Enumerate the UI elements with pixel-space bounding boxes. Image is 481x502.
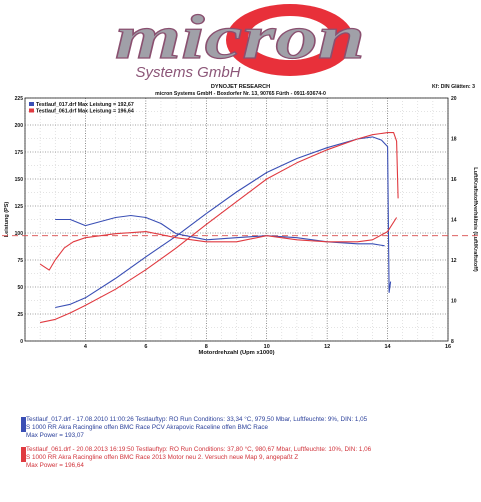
y-left-tick-label: 125: [15, 204, 24, 210]
run-red-max-power: Max Power = 196,64: [26, 462, 84, 469]
y-right-tick-label: 14: [451, 218, 457, 224]
x-axis-label: Motordrehzahl (Upm x1000): [198, 350, 274, 356]
logo-tagline-text: Systems GmbH: [135, 64, 240, 81]
y-left-tick-label: 25: [17, 312, 23, 318]
run-blue-line1: Testlauf_017.drf - 17.08.2010 11:00:26 T…: [26, 416, 368, 423]
run-entry-red: Testlauf_061.drf - 20.08.2013 16:19:50 T…: [21, 446, 476, 470]
y-right-tick-label: 16: [451, 177, 457, 183]
y-left-tick-label: 100: [15, 231, 24, 237]
run-entry-blue: Testlauf_017.drf - 17.08.2010 11:00:26 T…: [21, 416, 476, 440]
legend-swatch: [29, 102, 34, 106]
dyno-header-title: DYNOJET RESEARCH: [210, 84, 271, 90]
x-tick-label: 16: [445, 344, 451, 350]
run-swatch-red: [21, 447, 26, 462]
series-line-power-0: [55, 136, 392, 309]
y-left-tick-label: 200: [15, 123, 24, 129]
plot-frame: [24, 97, 449, 342]
micron-logo: micron Systems GmbH: [114, 3, 365, 81]
series-line-afr-2: [55, 214, 385, 247]
y-axis-left-label: Leistung (PS): [4, 202, 10, 238]
y-right-tick-label: 8: [451, 339, 454, 345]
x-tick-label: 12: [324, 344, 330, 350]
dyno-chart: 4 6 8 10 12 14 16 0 25 50 75 100 125 150 175 200 225 8 10 1…: [2, 96, 478, 356]
y-left-tick-label: 0: [20, 339, 23, 345]
logo-brand-text: micron: [115, 4, 365, 72]
run-red-line1: Testlauf_061.drf - 20.08.2013 16:19:50 T…: [26, 446, 372, 453]
legend-swatch: [29, 108, 34, 113]
dyno-header-subtitle: micron Systems GmbH - Boxdorfer Nr. 13, …: [155, 91, 326, 97]
y-right-tick-label: 10: [451, 299, 457, 305]
x-tick-label: 6: [144, 344, 147, 350]
y-right-tick-label: 12: [451, 258, 457, 264]
y-right-tick-label: 20: [451, 96, 457, 102]
run-red-line2: S 1000 RR Akra Racingline offen BMC Race…: [26, 454, 299, 461]
legend-entry: Testlauf_061.drf Max Leistung = 196,64: [36, 109, 134, 115]
series-line-power-1: [39, 132, 399, 324]
run-blue-line2: S 1000 RR Akra Racingline offen BMC Race…: [26, 424, 268, 431]
y-left-tick-label: 225: [15, 96, 24, 102]
x-tick-label: 14: [385, 344, 392, 350]
x-tick-label: 10: [264, 344, 270, 350]
series-line-afr-3: [39, 217, 398, 271]
y-axis-right-label: Luft/Kraftstoffverhältnis (Luft/Kraftsto…: [472, 167, 478, 272]
legend-entry: Testlauf_017.drf Max Leistung = 192,67: [36, 102, 134, 108]
y-left-tick-label: 175: [15, 150, 24, 156]
x-tick-label: 4: [84, 344, 88, 350]
x-tick-label: 8: [205, 344, 208, 350]
dyno-header-correction: Kf: DIN Glätten: 3: [432, 84, 475, 90]
y-left-tick-label: 75: [17, 258, 23, 264]
run-blue-max-power: Max Power = 193,07: [26, 432, 84, 439]
y-right-tick-label: 18: [451, 137, 457, 143]
y-left-tick-label: 50: [17, 285, 23, 291]
run-swatch-blue: [21, 417, 26, 432]
logo-red-swoosh-inner: [248, 16, 332, 60]
y-left-tick-label: 150: [15, 177, 24, 183]
